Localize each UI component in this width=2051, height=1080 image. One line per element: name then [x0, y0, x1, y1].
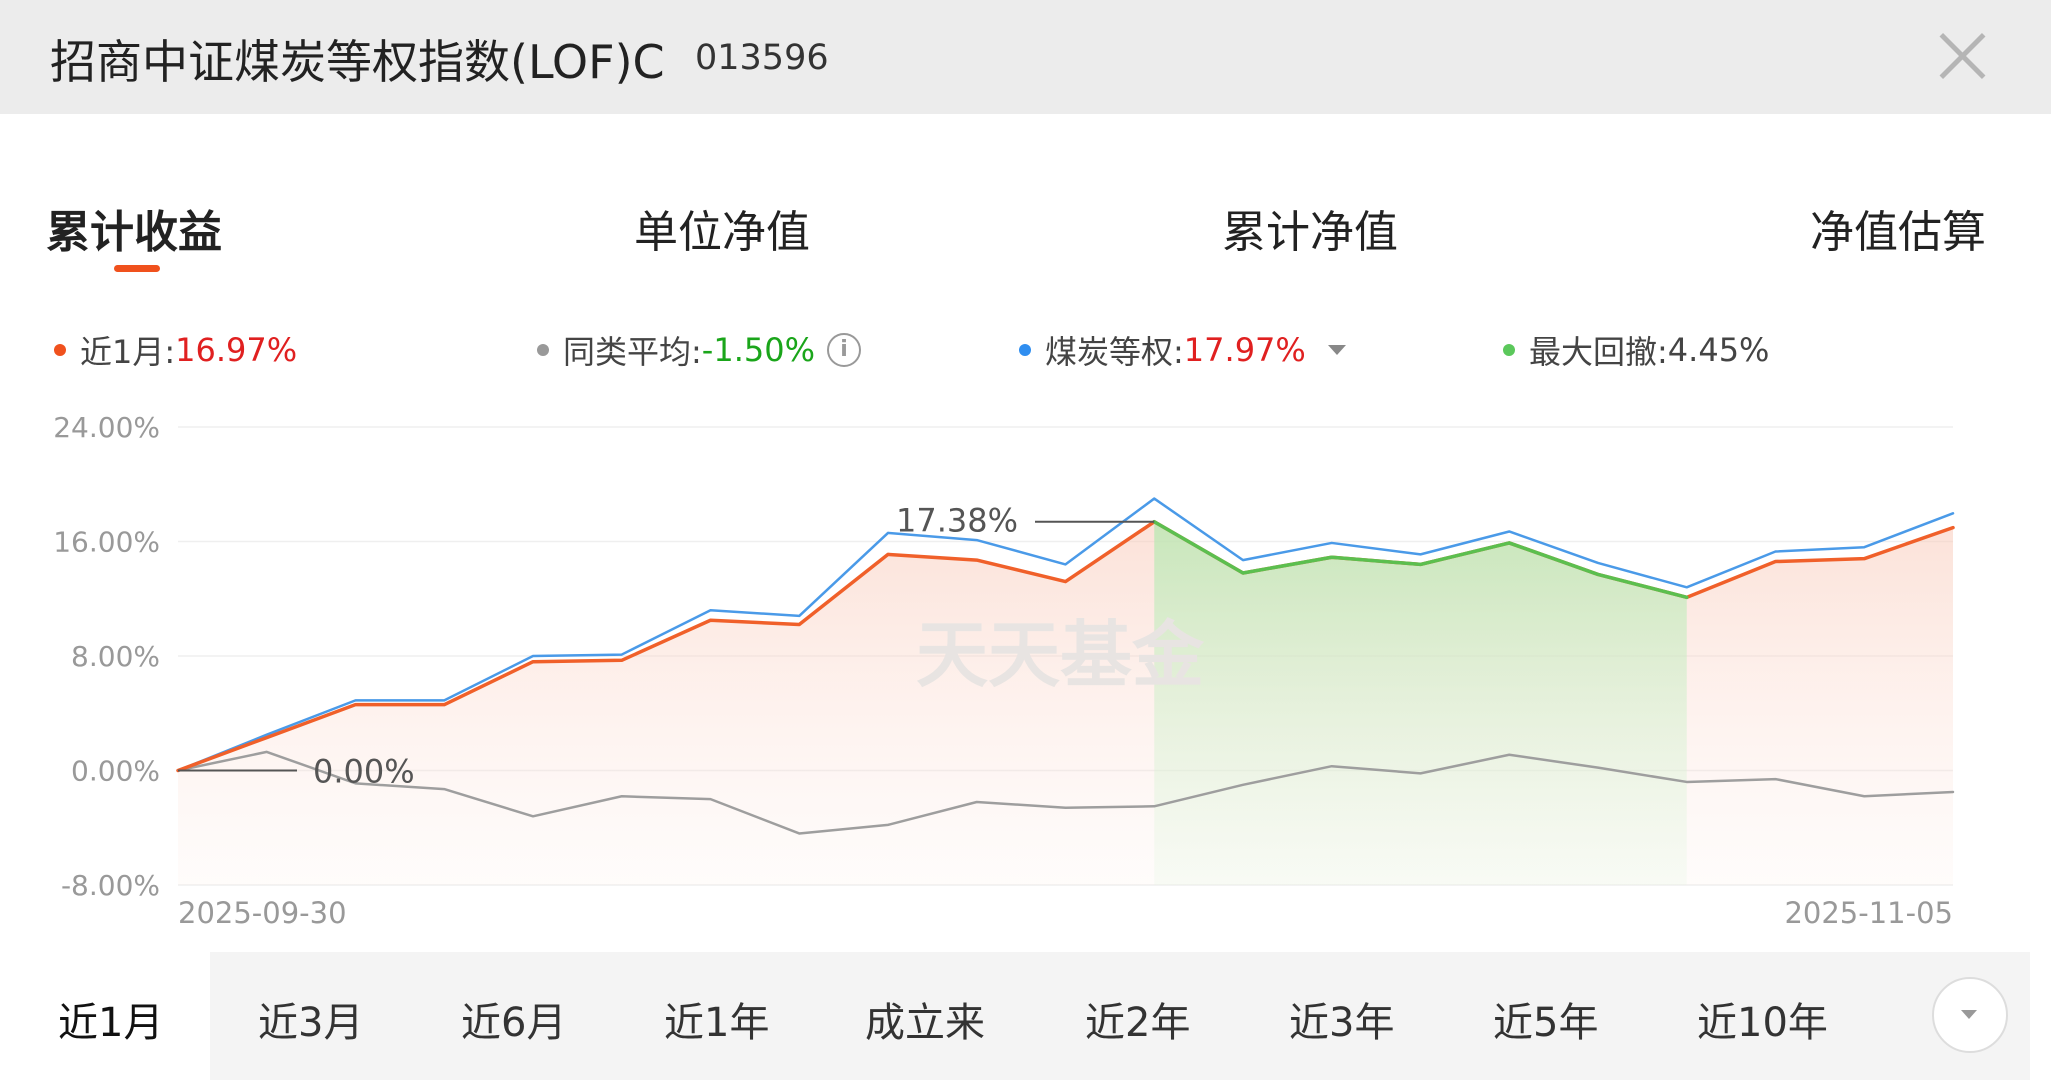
index-dot [1019, 344, 1031, 356]
x-end-label: 2025-11-05 [1784, 896, 1953, 930]
tab-cumulative-return[interactable]: 累计收益 [46, 207, 222, 258]
y-tick-label: 0.00% [71, 755, 160, 788]
active-tab-indicator [114, 265, 160, 272]
y-tick-label: 24.00% [53, 411, 160, 444]
drawdown-area [1154, 521, 1687, 885]
chevron-down-icon[interactable] [1327, 345, 1346, 355]
coal-index-line [176, 497, 1955, 772]
legend-peer-value: -1.50% [701, 331, 815, 369]
fund-code: 013596 [695, 38, 829, 78]
legend-fund-value: 16.97% [175, 331, 298, 369]
fund-title: 招商中证煤炭等权指数(LOF)C [50, 35, 665, 89]
peer-dot [537, 344, 549, 356]
legend-index-value: 17.97% [1183, 331, 1306, 369]
legend-fund-label: 近1月: [80, 333, 176, 371]
y-tick-label: 16.00% [53, 526, 160, 559]
period-1m[interactable]: 近1月 [58, 1000, 164, 1046]
period-selector: 近1月 近3月 近6月 近1年 成立来 近2年 近3年 近5年 近10年 [0, 952, 2051, 1080]
legend-drawdown: 最大回撤: 4.45% [1503, 330, 1770, 371]
legend-peer: 同类平均: -1.50% i [537, 330, 861, 371]
more-periods-button[interactable] [1932, 977, 2008, 1053]
peer-average-line [176, 750, 1955, 835]
legend-drawdown-label: 最大回撤: [1529, 333, 1668, 371]
period-10y[interactable]: 近10年 [1697, 1000, 1828, 1046]
period-3y[interactable]: 近3年 [1289, 1000, 1395, 1046]
close-icon[interactable] [1932, 26, 1992, 86]
drawdown-line [1152, 519, 1689, 600]
y-tick-label: -8.00% [61, 869, 160, 902]
period-5y[interactable]: 近5年 [1493, 1000, 1599, 1046]
x-start-label: 2025-09-30 [178, 896, 347, 930]
period-3m[interactable]: 近3月 [258, 1000, 364, 1046]
tab-unit-nav[interactable]: 单位净值 [634, 207, 810, 258]
title-bar: 招商中证煤炭等权指数(LOF)C 013596 [0, 0, 2051, 114]
period-6m[interactable]: 近6月 [461, 1000, 567, 1046]
period-bar-background [210, 952, 2030, 1080]
legend-fund: 近1月: 16.97% [54, 330, 298, 371]
chart-tabs: 累计收益 单位净值 累计净值 净值估算 [0, 180, 2051, 280]
legend-index[interactable]: 煤炭等权: 17.97% [1019, 330, 1346, 371]
info-icon[interactable]: i [827, 333, 861, 367]
max-annotation-label: 17.38% [896, 502, 1018, 540]
period-2y[interactable]: 近2年 [1085, 1000, 1191, 1046]
period-since-inception[interactable]: 成立来 [865, 1000, 985, 1046]
legend-peer-label: 同类平均: [563, 333, 702, 371]
period-1y[interactable]: 近1年 [664, 1000, 770, 1046]
legend-index-label: 煤炭等权: [1045, 333, 1184, 371]
tab-nav-estimate[interactable]: 净值估算 [1810, 207, 1986, 258]
start-annotation-label: 0.00% [313, 753, 415, 791]
drawdown-dot [1503, 344, 1515, 356]
return-chart: 24.00% 16.00% 8.00% 0.00% -8.00% 天天基金 17.38% 0.… [53, 411, 1955, 930]
legend-drawdown-value: 4.45% [1667, 331, 1770, 369]
watermark: 天天基金 [916, 612, 1205, 697]
y-tick-label: 8.00% [71, 640, 160, 673]
fund-dot [54, 344, 66, 356]
tab-cumulative-nav[interactable]: 累计净值 [1222, 207, 1398, 258]
